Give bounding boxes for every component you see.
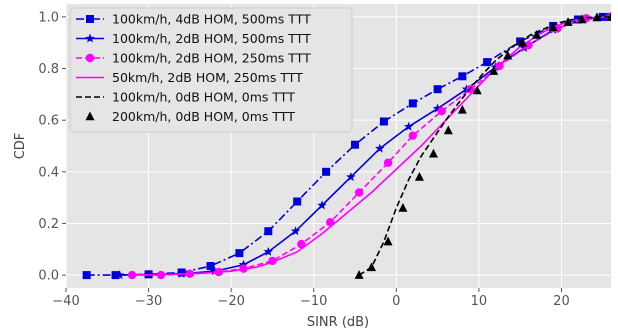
legend-label: 100km/h, 4dB HOM, 500ms TTT <box>112 12 311 27</box>
data-point-triangle <box>563 17 573 26</box>
y-tick-label: 0.2 <box>38 217 59 232</box>
data-point-star <box>375 143 385 153</box>
data-point-square <box>293 197 302 206</box>
legend-label: 200km/h, 0dB HOM, 0ms TTT <box>112 109 295 124</box>
y-tick-label: 1.0 <box>38 10 59 25</box>
x-tick-label: −20 <box>217 294 244 309</box>
data-point-triangle <box>592 12 602 22</box>
data-point-triangle <box>354 270 364 279</box>
data-point-triangle <box>548 22 558 32</box>
data-point-circle <box>297 239 306 249</box>
data-point-circle <box>354 188 364 197</box>
data-point-square <box>458 72 467 81</box>
y-tick-label: 0.4 <box>38 165 59 180</box>
data-point-triangle <box>577 14 587 24</box>
legend-box <box>69 7 353 133</box>
data-point-star <box>238 259 249 269</box>
data-point-circle <box>383 158 393 167</box>
legend-label: 100km/h, 0dB HOM, 0ms TTT <box>112 90 295 105</box>
legend-label: 100km/h, 2dB HOM, 500ms TTT <box>112 31 311 46</box>
legend-label: 50km/h, 2dB HOM, 250ms TTT <box>112 70 303 85</box>
series-line <box>132 16 611 276</box>
data-point-triangle <box>518 37 528 47</box>
series-4 <box>132 16 611 276</box>
data-point-star <box>403 121 414 131</box>
data-point-square <box>433 85 442 94</box>
data-point-triangle <box>503 50 513 60</box>
data-point-circle <box>437 106 446 116</box>
data-point-star <box>209 266 220 276</box>
data-point-star <box>317 200 327 210</box>
data-point-square <box>483 58 492 67</box>
data-point-triangle <box>532 29 542 39</box>
legend-label: 100km/h, 2dB HOM, 250ms TTT <box>112 51 311 66</box>
data-point-triangle <box>489 66 499 75</box>
data-point-triangle <box>383 236 393 246</box>
data-point-square <box>351 140 360 149</box>
data-point-circle <box>408 131 418 140</box>
data-point-square <box>322 167 331 176</box>
data-point-star <box>263 246 274 256</box>
x-tick-label: 0 <box>392 294 400 309</box>
data-point-square <box>206 262 215 271</box>
data-point-circle <box>85 53 95 63</box>
data-point-triangle <box>398 202 408 212</box>
data-point-square <box>111 271 120 280</box>
data-point-triangle <box>414 171 424 181</box>
y-tick-label: 0.6 <box>38 114 59 129</box>
series-layer <box>82 11 611 280</box>
x-axis-title: SINR (dB) <box>307 315 369 330</box>
data-point-star <box>432 103 443 113</box>
axis-ticks: −40 −30 −20 −10 0 10 20 0.0 0.2 0.4 0.6 0.8 1.0 <box>38 10 569 309</box>
data-point-star <box>490 62 501 72</box>
x-tick-label: −40 <box>52 294 79 309</box>
data-point-square <box>264 227 273 236</box>
data-point-square <box>235 249 244 258</box>
data-point-square <box>408 99 417 108</box>
data-point-star <box>290 226 301 236</box>
legend: 100km/h, 4dB HOM, 500ms TTT 100km/h, 2dB … <box>69 7 353 133</box>
x-tick-label: −30 <box>135 294 162 309</box>
data-point-square <box>82 271 91 280</box>
series-5 <box>358 16 611 276</box>
data-point-star <box>346 171 356 182</box>
y-tick-label: 0.8 <box>38 62 59 77</box>
y-axis-title: CDF <box>13 133 28 160</box>
series-6 <box>354 11 611 279</box>
x-tick-label: 20 <box>553 294 570 309</box>
y-tick-label: 0.0 <box>38 269 59 284</box>
data-point-triangle <box>367 262 377 272</box>
series-line <box>358 16 611 276</box>
x-tick-label: −10 <box>300 294 327 309</box>
data-point-square <box>379 117 388 126</box>
data-point-triangle <box>443 125 453 135</box>
x-tick-label: 10 <box>471 294 488 309</box>
data-point-star <box>114 270 125 280</box>
data-point-triangle <box>457 104 467 114</box>
data-point-triangle <box>472 85 482 95</box>
data-point-star <box>85 33 95 43</box>
data-point-square <box>86 15 94 23</box>
data-point-triangle <box>606 11 611 21</box>
data-point-triangle <box>85 111 95 121</box>
data-point-triangle <box>428 148 438 158</box>
